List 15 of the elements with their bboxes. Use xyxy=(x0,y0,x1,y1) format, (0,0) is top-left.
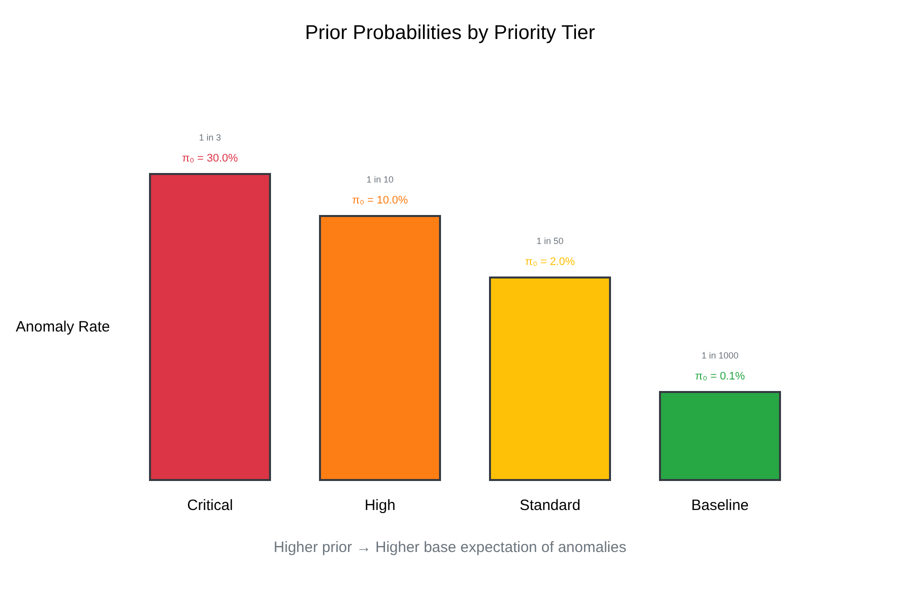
x-tick-label: High xyxy=(364,497,396,514)
data-label: π₀ = 0.1% xyxy=(695,370,746,382)
x-tick-label: Baseline xyxy=(691,497,749,514)
annotation: 1 in 50 xyxy=(536,236,564,246)
x-tick-label: Critical xyxy=(187,497,233,514)
y-axis-title: Anomaly Rate xyxy=(16,318,110,336)
data-label: π₀ = 30.0% xyxy=(182,152,238,164)
annotation: 1 in 1000 xyxy=(701,350,739,360)
data-label: π₀ = 2.0% xyxy=(525,256,576,268)
x-tick-label: Standard xyxy=(520,497,580,514)
text: Higher prior → Higher base expectation of anomalies xyxy=(274,539,626,556)
data-label: π₀ = 10.0% xyxy=(352,194,408,206)
text: 1 in 3 xyxy=(198,132,222,142)
annotation: 1 in 10 xyxy=(366,174,394,184)
chart-title: Prior Probabilities by Priority Tier xyxy=(304,22,596,44)
